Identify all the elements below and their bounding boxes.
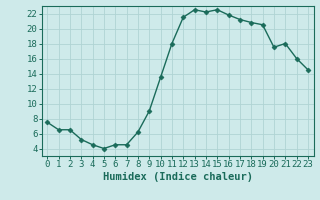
X-axis label: Humidex (Indice chaleur): Humidex (Indice chaleur) (103, 172, 252, 182)
